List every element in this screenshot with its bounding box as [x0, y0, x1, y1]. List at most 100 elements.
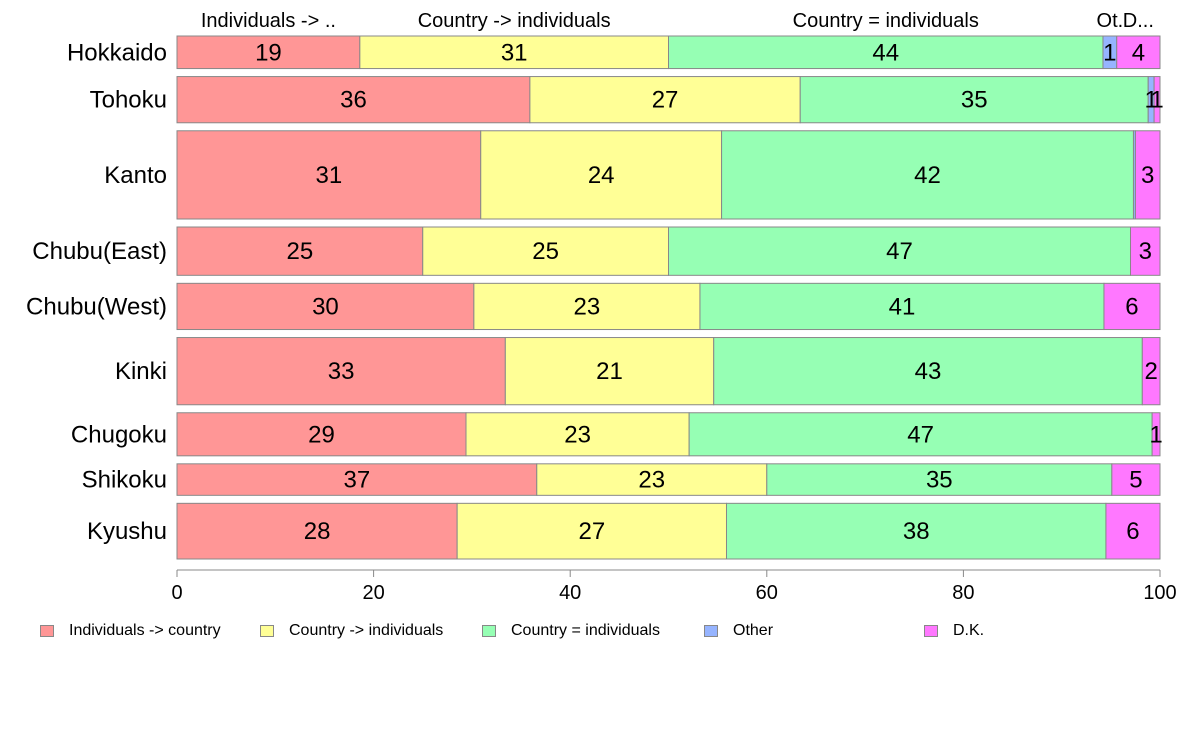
bar-segment-individuals-country	[176, 282, 475, 331]
data-label: 24	[588, 162, 615, 189]
x-tick-label: 100	[1143, 582, 1176, 604]
bar-segment-individuals-country	[176, 35, 361, 70]
category-label: Kinki	[115, 358, 167, 385]
x-tick-label: 60	[756, 582, 778, 604]
bar-segment-individuals-country	[176, 502, 458, 560]
legend-label: D.K.	[953, 622, 985, 639]
data-label: 28	[304, 518, 331, 545]
category-label: Chubu(East)	[32, 238, 167, 265]
column-header: Country -> individuals	[418, 10, 611, 32]
bar-segment-country-individuals	[480, 130, 723, 220]
category-label: Hokkaido	[67, 39, 167, 66]
legend-label: Individuals -> country	[69, 622, 221, 639]
category-label: Chugoku	[71, 421, 167, 448]
data-label: 1	[1103, 39, 1116, 66]
bar-segment-individuals-country	[176, 76, 531, 124]
legend-swatch	[40, 625, 54, 637]
bar-segment-country-individuals	[668, 226, 1132, 276]
bar-segment-country-individuals	[799, 76, 1149, 124]
legend-item-country-individuals: Country = individuals	[482, 622, 660, 640]
legend-swatch	[704, 625, 718, 637]
data-label: 38	[903, 518, 930, 545]
bar-segment-country-individuals	[713, 337, 1143, 406]
data-label: 41	[889, 293, 916, 320]
data-label: 27	[652, 87, 679, 114]
bar-segment-d-k	[1105, 502, 1161, 560]
data-label: 19	[255, 39, 282, 66]
bar-segment-individuals-country	[176, 463, 538, 496]
legend: Individuals -> country Country -> individ…	[40, 622, 1180, 646]
data-label: 36	[340, 87, 367, 114]
data-label: 3	[1139, 238, 1152, 265]
data-label: 1	[1149, 421, 1162, 448]
category-label: Chubu(West)	[26, 293, 167, 320]
legend-swatch	[924, 625, 938, 637]
data-label: 44	[872, 39, 899, 66]
data-label: 1	[1150, 87, 1163, 114]
category-label: Kyushu	[87, 518, 167, 545]
category-label: Kanto	[104, 162, 167, 189]
bar-segment-country-individuals	[668, 35, 1104, 70]
data-label: 29	[308, 421, 335, 448]
data-label: 3	[1141, 162, 1154, 189]
column-header: Country = individuals	[793, 10, 979, 32]
bar-segment-individuals-country	[176, 226, 424, 276]
data-label: 23	[574, 293, 601, 320]
data-label: 35	[961, 87, 988, 114]
bar-segment-country-individuals	[422, 226, 669, 276]
data-label: 25	[532, 238, 559, 265]
data-label: 31	[501, 39, 528, 66]
data-label: 47	[886, 238, 913, 265]
legend-swatch	[260, 625, 274, 637]
bar-segment-d-k	[1151, 412, 1161, 457]
bar-segment-country-individuals	[721, 130, 1134, 220]
data-label: 42	[914, 162, 941, 189]
bar-segment-d-k	[1141, 337, 1161, 406]
bar-segment-d-k	[1116, 35, 1161, 70]
x-tick-label: 20	[362, 582, 384, 604]
data-label: 21	[596, 358, 623, 385]
x-tick-label: 40	[559, 582, 581, 604]
data-label: 27	[578, 518, 605, 545]
bar-segment-d-k	[1153, 76, 1161, 124]
legend-swatch	[482, 625, 496, 637]
legend-label: Country -> individuals	[289, 622, 444, 639]
bar-segment-d-k	[1111, 463, 1161, 496]
x-tick-label: 80	[952, 582, 974, 604]
bar-segment-country-individuals	[473, 282, 701, 331]
bar-segment-individuals-country	[176, 337, 506, 406]
legend-item-other: Other	[704, 622, 773, 640]
data-label: 33	[328, 358, 355, 385]
bar-segment-country-individuals	[465, 412, 690, 457]
bar-segment-country-individuals	[688, 412, 1153, 457]
data-label: 23	[638, 467, 665, 494]
legend-item-individuals-country: Individuals -> country	[40, 622, 221, 640]
bar-segment-d-k	[1134, 130, 1161, 220]
category-label: Tohoku	[90, 87, 167, 114]
column-header: Individuals -> ..	[201, 10, 336, 32]
bar-segment-individuals-country	[176, 130, 482, 220]
bar-segment-country-individuals	[699, 282, 1105, 331]
data-label: 37	[344, 467, 371, 494]
bar-segment-country-individuals	[766, 463, 1113, 496]
data-label: 43	[915, 358, 942, 385]
column-header: Ot.	[1097, 10, 1124, 32]
column-header: D...	[1123, 10, 1154, 32]
data-label: 30	[312, 293, 339, 320]
data-label: 25	[287, 238, 314, 265]
data-label: 47	[907, 421, 934, 448]
data-label: 4	[1132, 39, 1145, 66]
data-label: 5	[1129, 467, 1142, 494]
category-label: Shikoku	[82, 467, 167, 494]
data-label: 23	[564, 421, 591, 448]
bar-segment-d-k	[1103, 282, 1161, 331]
bar-segment-country-individuals	[456, 502, 727, 560]
data-label: 2	[1144, 358, 1157, 385]
x-tick-label: 0	[171, 582, 182, 604]
bar-segment-d-k	[1130, 226, 1161, 276]
data-label: 6	[1125, 293, 1138, 320]
data-label: 31	[316, 162, 343, 189]
bar-segment-country-individuals	[536, 463, 768, 496]
bar-segment-individuals-country	[176, 412, 467, 457]
